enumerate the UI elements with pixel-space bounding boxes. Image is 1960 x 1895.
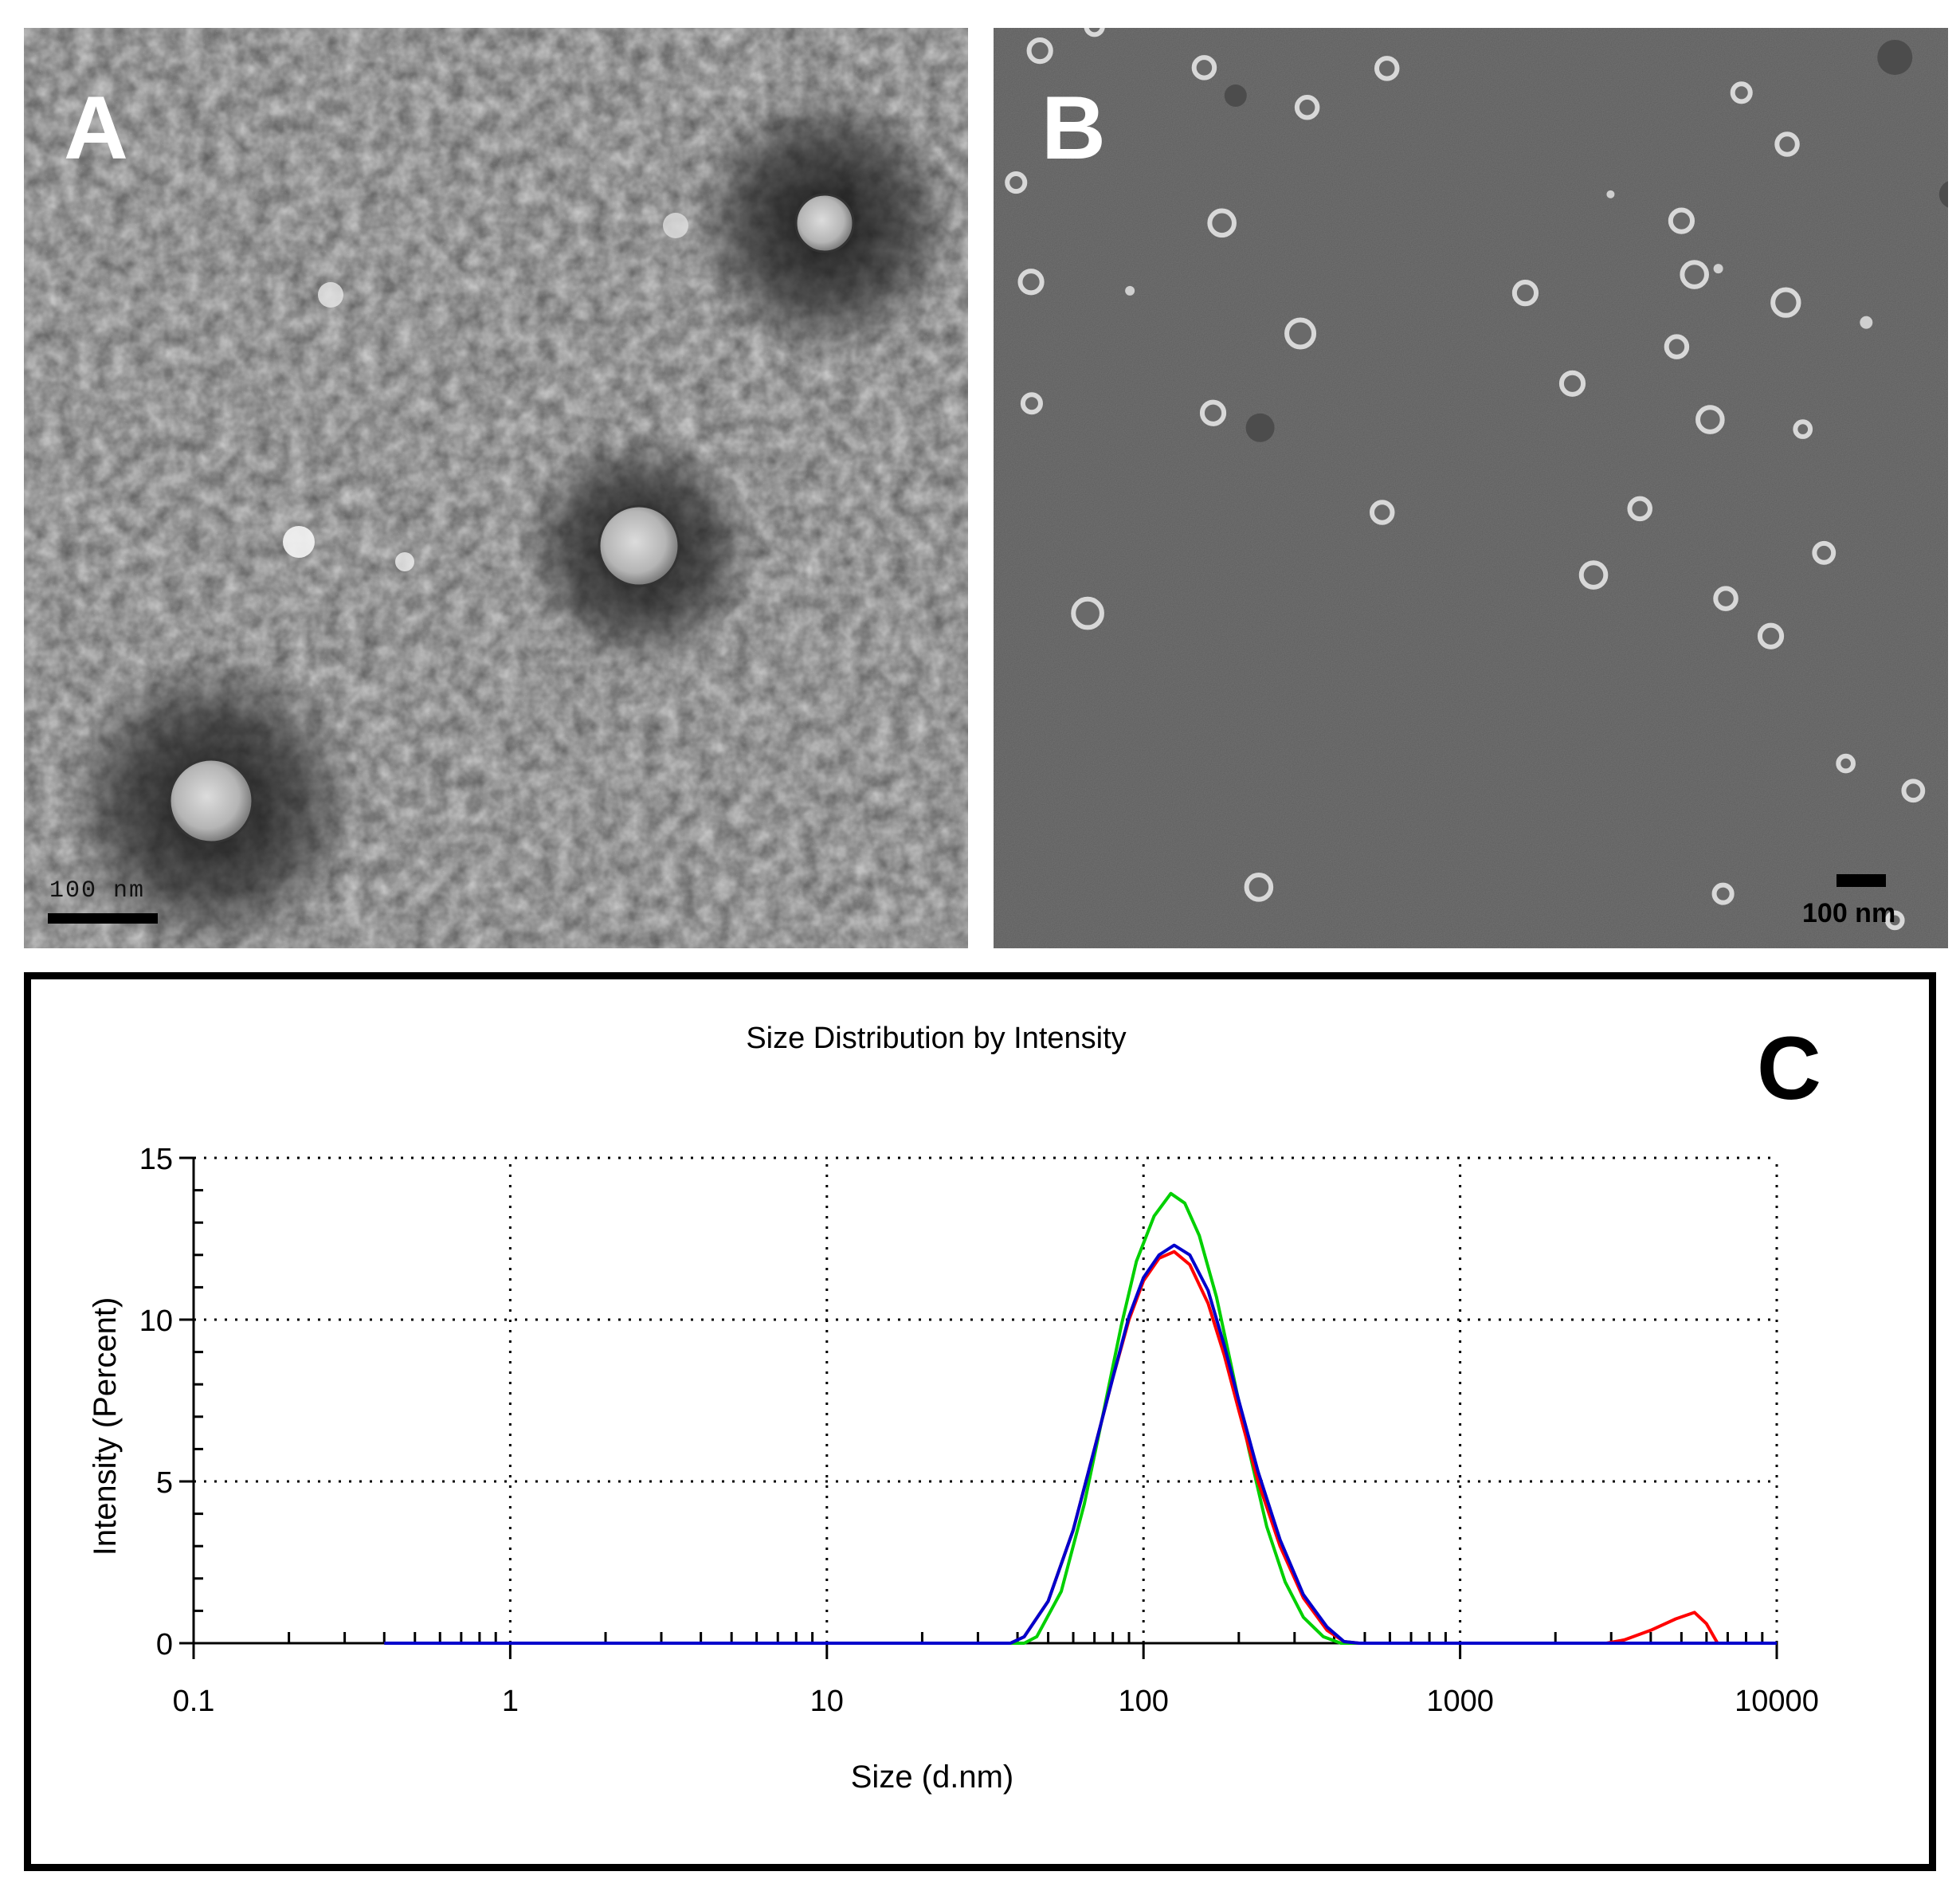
chart-title: Size Distribution by Intensity	[746, 1022, 1126, 1055]
vesicle-particle	[1774, 131, 1800, 157]
dls-chart-panel	[24, 972, 1936, 1871]
vesicle-particle	[1370, 500, 1395, 525]
dark-spot	[1224, 84, 1247, 108]
y-tick-label: 0	[156, 1628, 173, 1662]
sem-micrograph	[994, 28, 1948, 948]
x-tick-label: 1000	[1426, 1685, 1494, 1718]
vesicle-particle	[1668, 207, 1695, 234]
series-lines	[384, 1191, 1777, 1645]
vesicle-particle	[1191, 55, 1217, 80]
vesicle-particle	[1071, 596, 1104, 630]
vesicle-particle	[1730, 81, 1753, 104]
small-particle	[1860, 316, 1873, 329]
small-particle	[1125, 285, 1135, 296]
vesicle-particle	[1713, 586, 1739, 611]
y-tick-label: 15	[139, 1143, 173, 1176]
vesicle-particle	[1812, 540, 1837, 565]
y-axis-title: Intensity (Percent)	[88, 1297, 123, 1556]
vesicle-particle	[1020, 392, 1043, 415]
vesicle-particle	[1770, 287, 1801, 318]
y-tick-label: 10	[139, 1305, 173, 1338]
vesicle-particle	[1244, 873, 1274, 902]
vesicle-particle	[1284, 317, 1317, 350]
vesicle-particle	[1664, 334, 1690, 359]
vesicle-particle	[1294, 95, 1320, 120]
panel-a-label: A	[64, 78, 128, 178]
vesicle-particle	[1005, 171, 1028, 194]
dark-spot	[1245, 413, 1275, 442]
scale-bar-label: 100 nm	[1802, 898, 1896, 928]
panel-b-label: B	[1041, 78, 1106, 178]
vesicle-particle	[1511, 280, 1539, 307]
vesicle-particle	[1578, 560, 1609, 590]
y-tick-label: 5	[156, 1466, 173, 1500]
tem-micrograph	[24, 28, 968, 948]
x-tick-label: 100	[1118, 1685, 1168, 1718]
tem-image-panel: A 100 nm	[24, 28, 968, 948]
dark-spot	[1938, 181, 1948, 208]
vesicle-particle	[1207, 208, 1237, 238]
vesicle-particle	[1757, 622, 1785, 649]
small-particle	[1606, 190, 1615, 198]
vesicle-particle	[1017, 269, 1045, 296]
series-line-red	[384, 1250, 1777, 1645]
series-line-green	[384, 1191, 1777, 1645]
vesicle-particle	[1627, 496, 1652, 522]
vesicle-particle	[1836, 753, 1856, 774]
vesicle-particle	[1199, 399, 1227, 426]
vesicle-particle	[1901, 779, 1926, 803]
scale-bar	[1837, 874, 1886, 887]
panel-c-label: C	[1757, 1018, 1821, 1118]
scale-bar	[48, 913, 158, 924]
vesicle-particle	[1374, 56, 1400, 81]
series-line-blue	[384, 1243, 1777, 1645]
vesicle-particle	[1884, 910, 1905, 931]
small-particle	[1713, 264, 1723, 274]
vesicle-particle	[1695, 405, 1725, 434]
vesicle-particle	[1026, 37, 1053, 65]
vesicle-particle	[1558, 370, 1586, 397]
x-axis-title: Size (d.nm)	[851, 1760, 1014, 1795]
x-tick-label: 10000	[1735, 1685, 1819, 1718]
grid	[194, 1156, 1778, 1643]
x-tick-label: 1	[502, 1685, 519, 1718]
dark-spot	[1877, 39, 1913, 75]
scale-bar-label: 100 nm	[49, 877, 146, 904]
sem-image-panel: B 100 nm	[994, 28, 1948, 948]
vesicle-particle	[1084, 28, 1105, 37]
vesicle-particle	[1711, 882, 1735, 905]
vesicle-particle	[1793, 419, 1813, 439]
axes: 0.1 1 10 100 1000 10000 0 5 10 15	[139, 1143, 1819, 1718]
x-tick-label: 10	[810, 1685, 844, 1718]
x-tick-label: 0.1	[173, 1685, 215, 1718]
vesicle-particle	[1680, 260, 1709, 289]
